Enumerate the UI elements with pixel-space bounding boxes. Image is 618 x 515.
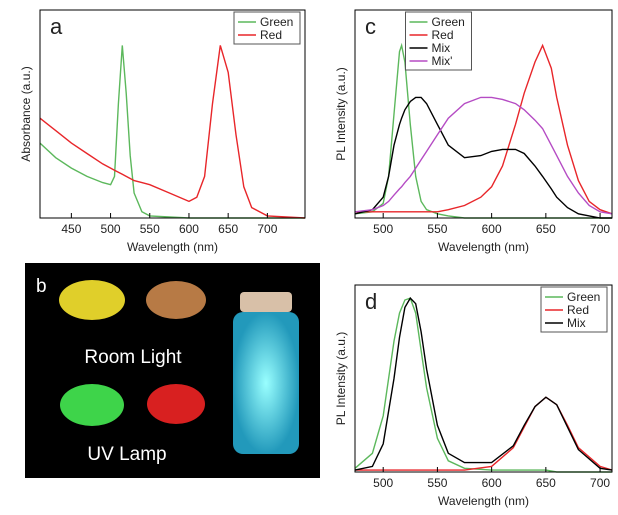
legend-label: Mix: [567, 316, 586, 330]
x-tick-label: 600: [482, 222, 502, 236]
legend-label: Red: [567, 303, 589, 317]
data-line: [39, 45, 306, 219]
y-axis-label: PL Intensity (a.u.): [334, 332, 348, 426]
x-tick-label: 550: [140, 222, 160, 236]
green-powder: [60, 384, 124, 426]
caption: UV Lamp: [87, 444, 166, 465]
legend-label: Red: [260, 28, 282, 42]
data-line: [355, 396, 613, 471]
panel-label: b: [36, 276, 47, 297]
plot-frame: [354, 9, 613, 219]
x-tick-label: 700: [590, 222, 610, 236]
x-tick-label: 550: [427, 222, 447, 236]
x-tick-label: 650: [536, 222, 556, 236]
x-tick-label: 600: [179, 222, 199, 236]
data-line: [354, 96, 612, 219]
red-powder: [147, 384, 205, 424]
orange-powder: [146, 281, 206, 319]
x-tick-label: 600: [482, 476, 502, 490]
x-tick-label: 650: [218, 222, 238, 236]
panel-label: d: [365, 289, 377, 314]
panel-label: c: [365, 14, 376, 39]
y-axis-label: PL Intensity (a.u.): [334, 67, 348, 161]
vial: [233, 312, 299, 454]
data-line: [39, 45, 305, 219]
data-line: [354, 96, 613, 215]
x-tick-label: 450: [61, 222, 81, 236]
x-tick-label: 650: [536, 476, 556, 490]
legend-label: Mix': [432, 54, 453, 68]
x-tick-label: 500: [373, 222, 393, 236]
x-axis-label: Wavelength (nm): [438, 240, 529, 254]
x-tick-label: 700: [257, 222, 277, 236]
x-tick-label: 500: [373, 476, 393, 490]
x-tick-label: 500: [101, 222, 121, 236]
vial-cap: [240, 292, 292, 312]
data-line: [354, 296, 613, 471]
data-line: [354, 42, 612, 219]
legend-label: Mix: [432, 41, 451, 55]
legend-box: [233, 11, 301, 45]
legend-label: Green: [432, 15, 465, 29]
x-tick-label: 550: [427, 476, 447, 490]
data-line: [355, 43, 613, 215]
plot-frame: [39, 9, 306, 219]
caption: Room Light: [84, 347, 182, 368]
legend-label: Green: [567, 290, 600, 304]
yellow-powder: [59, 280, 125, 320]
x-axis-label: Wavelength (nm): [127, 240, 218, 254]
plot-frame: [354, 284, 613, 473]
legend-label: Red: [432, 28, 454, 42]
x-axis-label: Wavelength (nm): [438, 494, 529, 508]
panel-label: a: [50, 14, 63, 39]
y-axis-label: Absorbance (a.u.): [19, 66, 33, 161]
x-tick-label: 700: [590, 476, 610, 490]
legend-label: Green: [260, 15, 293, 29]
